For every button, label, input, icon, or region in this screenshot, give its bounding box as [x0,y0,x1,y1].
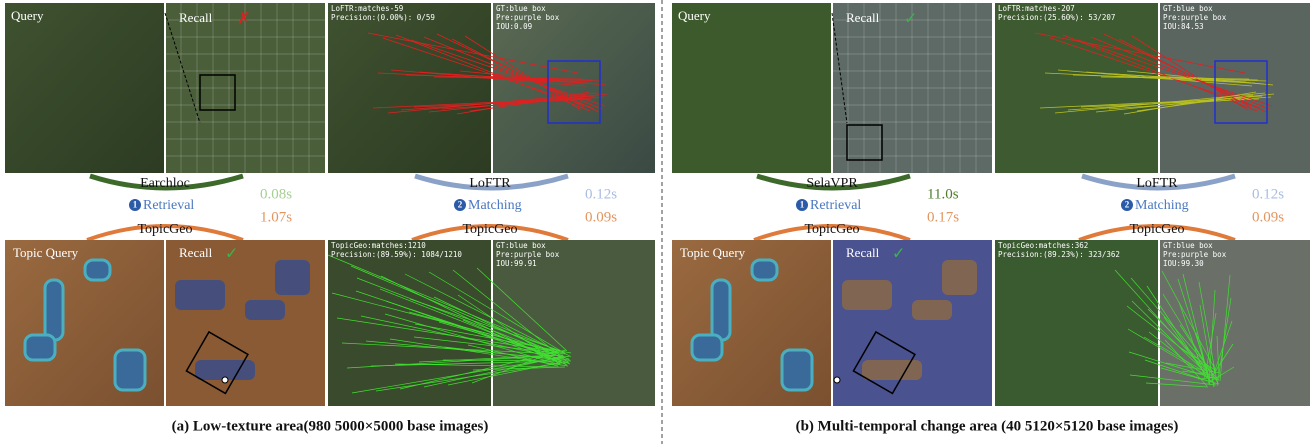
topic-patch [245,300,285,320]
ours-method: TopicGeo [137,222,192,237]
topic-blob [692,335,722,360]
match-stat: Precision:(89.59%): 1084/1210 [331,250,462,259]
box-legend: GT:blue box [1163,241,1213,250]
topic-patch [175,280,225,310]
match-stat: LoFTR:matches-207 [998,4,1075,13]
step-number: 1 [133,200,138,210]
recall-icon: ✗ [237,9,250,28]
match-stat: Precision:(0.00%): 0/59 [331,13,435,22]
match-stat: TopicGeo:matches:1210 [331,241,426,250]
topic-query-label: Topic Query [680,245,746,260]
topic-blob [25,335,55,360]
box-legend: Pre:purple box [1163,13,1227,22]
baseline-time: 0.12s [1252,186,1284,202]
ours-time: 1.07s [260,209,292,225]
topic-patch [862,360,922,380]
step-label: Matching [468,198,522,213]
baseline-time: 11.0s [927,186,959,202]
baseline-method: LoFTR [1136,176,1178,191]
match-stat: LoFTR:matches-59 [331,4,403,13]
step-label: Retrieval [810,198,861,213]
topic-query-label: Topic Query [13,245,79,260]
box-legend: IOU:0.09 [496,22,532,31]
recall-label: Recall [846,10,880,25]
ours-time: 0.09s [1252,209,1284,225]
match-stat: Precision:(89.23%): 323/362 [998,250,1120,259]
topic-patch [842,280,892,310]
box-legend: GT:blue box [496,241,546,250]
box-legend: Pre:purple box [496,250,560,259]
baseline-method: SelaVPR [806,176,858,191]
query-image [672,3,832,173]
ours-method: TopicGeo [804,222,859,237]
step-label: Retrieval [143,198,194,213]
figure: Query Recall ✗ LoFTR:matches-59Precision:(0… [0,0,1310,444]
baseline-method: LoFTR [469,176,511,191]
query-image [5,3,165,173]
box-legend: IOU:99.91 [496,259,537,268]
query-point [222,377,228,383]
recall-label: Recall [179,245,213,260]
query-label: Query [678,8,711,23]
box-legend: Pre:purple box [496,13,560,22]
caption: (b) Multi-temporal change area (40 5120×… [796,418,1179,434]
ours-time: 0.09s [585,209,617,225]
ours-time: 0.17s [927,209,959,225]
recall-label: Recall [846,245,880,260]
recall-icon: ✓ [892,244,905,263]
box-legend: GT:blue box [1163,4,1213,13]
recall-label: Recall [179,10,213,25]
baseline-time: 0.08s [260,186,292,202]
topic-blob [45,280,63,340]
box-legend: IOU:99.30 [1163,259,1204,268]
box-legend: IOU:84.53 [1163,22,1204,31]
step-number: 2 [1125,200,1130,210]
ours-method: TopicGeo [1129,222,1184,237]
topic-blob [115,350,145,390]
match-stat: TopicGeo:matches:362 [998,241,1088,250]
box-legend: GT:blue box [496,4,546,13]
topic-patch [912,300,952,320]
query-point [834,377,840,383]
topic-blob [85,260,110,280]
baseline-time: 0.12s [585,186,617,202]
topic-blob [712,280,730,340]
step-number: 2 [458,200,463,210]
match-query [995,240,1159,406]
topic-patch [275,260,310,295]
topic-blob [752,260,777,280]
baseline-method: Earchloc [140,176,190,191]
step-label: Matching [1135,198,1189,213]
match-stat: Precision:(25.60%): 53/207 [998,13,1115,22]
match-query [995,3,1159,173]
recall-icon: ✓ [225,244,238,263]
caption: (a) Low-texture area(980 5000×5000 base … [172,418,489,434]
query-label: Query [11,8,44,23]
topic-patch [942,260,977,295]
ours-method: TopicGeo [462,222,517,237]
box-legend: Pre:purple box [1163,250,1227,259]
match-query [328,3,492,173]
topic-blob [782,350,812,390]
recall-icon: ✓ [904,9,917,28]
step-number: 1 [800,200,805,210]
